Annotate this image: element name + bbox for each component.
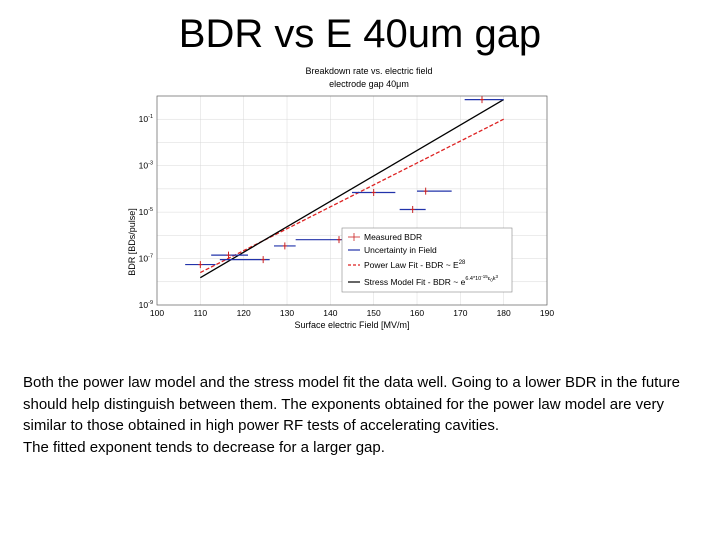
fit-lines (200, 99, 504, 279)
legend-item-power-law: Power Law Fit - BDR ~ E28 (348, 260, 466, 270)
legend-stress-exp3: 3 (495, 274, 498, 279)
legend-stress-tail2: k (493, 276, 496, 282)
y-axis: 10-910-710-510-310-1 (139, 114, 153, 310)
y-tick-label: 10-5 (139, 207, 153, 217)
x-axis-label: Surface electric Field [MV/m] (294, 320, 409, 330)
legend-power-prefix: Power Law Fit - BDR ~ E (364, 260, 459, 270)
x-tick-label: 110 (194, 308, 208, 318)
slide-title: BDR vs E 40um gap (178, 12, 542, 56)
y-tick-exponent: -9 (148, 300, 153, 306)
x-tick-label: 150 (367, 308, 381, 318)
legend-box (341, 227, 513, 293)
y-tick-exponent: -5 (148, 207, 153, 213)
legend-item-stress-model: Stress Model Fit - BDR ~ e6.4*10-15ε0k3 (348, 274, 498, 287)
x-tick-label: 190 (540, 308, 554, 318)
plot-frame (156, 95, 548, 306)
y-tick-exponent: -7 (148, 254, 153, 260)
body-paragraph-1: Both the power law model and the stress … (23, 374, 681, 434)
legend-label-stress-model: Stress Model Fit - BDR ~ e6.4*10-15ε0k3 (364, 274, 498, 287)
x-tick-label: 180 (497, 308, 511, 318)
stress-model-fit-line (200, 99, 504, 279)
y-tick-base: 10 (139, 207, 149, 217)
legend-label-uncertainty: Uncertainty in Field (364, 245, 437, 255)
y-tick-label: 10-1 (139, 114, 153, 124)
legend-label-measured: Measured BDR (364, 232, 422, 242)
legend-label-power-law: Power Law Fit - BDR ~ E28 (364, 260, 466, 270)
x-tick-label: 160 (410, 308, 424, 318)
legend-stress-prefix: Stress Model Fit - BDR ~ e (364, 277, 466, 287)
power-law-fit-line (200, 118, 504, 274)
x-tick-label: 130 (280, 308, 294, 318)
y-tick-base: 10 (139, 114, 149, 124)
y-tick-exponent: -1 (148, 114, 153, 120)
legend-stress-tail: ε (488, 276, 491, 282)
y-tick-label: 10-3 (139, 161, 153, 171)
body-text: Both the power law model and the stress … (23, 372, 703, 458)
x-axis: 100 110 120 130 140 150 160 170 180 190 (150, 308, 554, 318)
legend: Measured BDR Uncertainty in Field Power … (341, 227, 513, 293)
y-tick-exponent: -3 (148, 161, 153, 167)
x-tick-label: 140 (323, 308, 337, 318)
legend-stress-sub: 0 (490, 278, 493, 283)
legend-stress-exp2: -15 (481, 274, 488, 279)
x-tick-label: 100 (150, 308, 164, 318)
legend-item-measured: Measured BDR (348, 232, 422, 242)
y-tick-base: 10 (139, 161, 149, 171)
legend-item-uncertainty: Uncertainty in Field (348, 245, 437, 255)
data-points (185, 96, 504, 269)
x-tick-label: 170 (453, 308, 467, 318)
body-paragraph-2: The fitted exponent tends to decrease fo… (23, 438, 385, 456)
chart: Breakdown rate vs. electric field electr… (127, 66, 554, 330)
legend-power-exp: 28 (459, 260, 466, 266)
y-tick-base: 10 (139, 254, 149, 264)
chart-subtitle: electrode gap 40μm (329, 79, 409, 89)
y-tick-label: 10-7 (139, 254, 153, 264)
x-tick-label: 120 (237, 308, 251, 318)
plot-border (156, 95, 548, 306)
y-axis-label: BDR [BDs/pulse] (127, 208, 137, 276)
y-tick-label: 10-9 (139, 300, 153, 310)
y-tick-base: 10 (139, 300, 149, 310)
legend-stress-exp: 6.4*10 (465, 276, 481, 282)
chart-title: Breakdown rate vs. electric field (305, 66, 432, 76)
